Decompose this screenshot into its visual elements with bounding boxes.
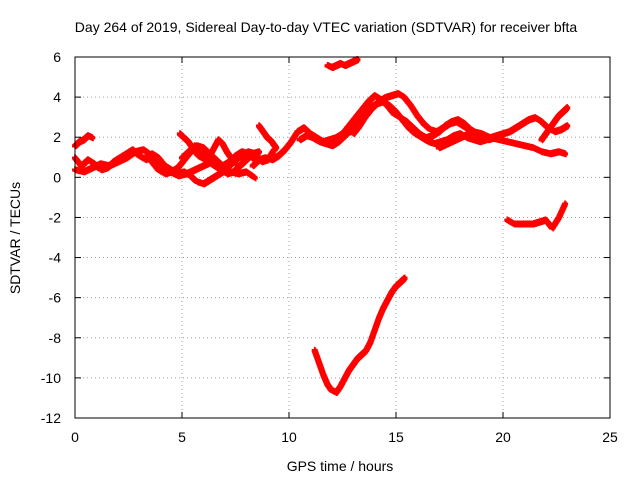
series-arc-13 [324,56,361,72]
grid [75,57,610,418]
series-arc-6 [179,142,263,178]
series-arc-7 [256,122,280,152]
series-arc-14 [504,200,569,232]
data-marks [72,56,571,396]
data-point [89,135,96,142]
series-arc-9 [296,98,502,150]
data-point [251,175,258,182]
